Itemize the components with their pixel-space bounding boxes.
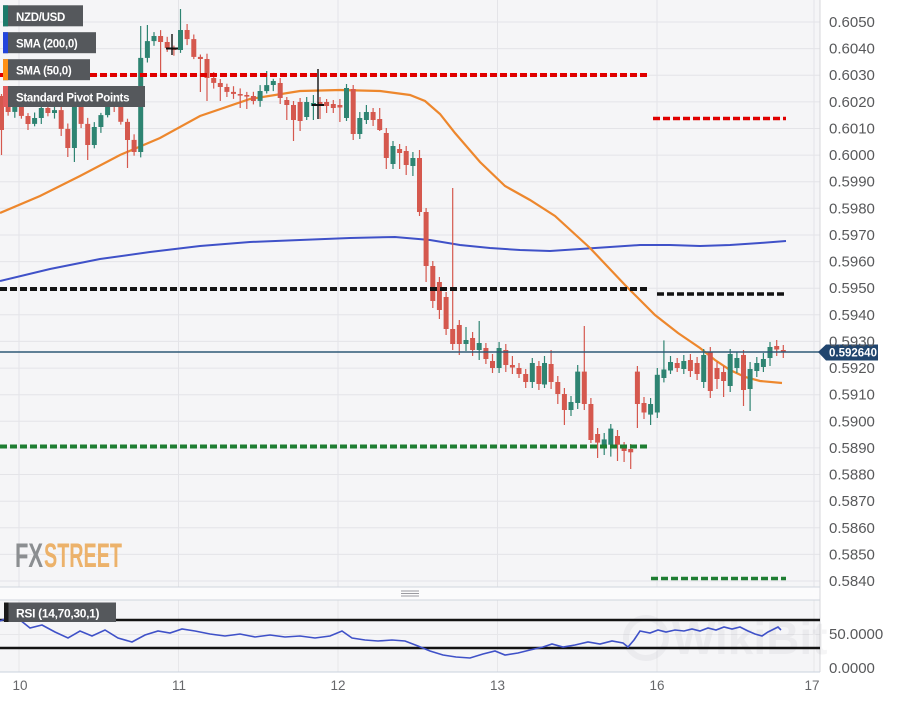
svg-text:0.5890: 0.5890 xyxy=(829,440,875,457)
svg-text:0.5870: 0.5870 xyxy=(829,493,875,510)
svg-text:0.5860: 0.5860 xyxy=(829,520,875,537)
svg-text:0.6020: 0.6020 xyxy=(829,94,875,111)
svg-text:0.5880: 0.5880 xyxy=(829,467,875,484)
svg-text:11: 11 xyxy=(172,678,186,693)
svg-text:0.6050: 0.6050 xyxy=(829,14,875,31)
svg-text:0.5960: 0.5960 xyxy=(829,254,875,271)
svg-text:0.6040: 0.6040 xyxy=(829,41,875,58)
svg-text:NZD/USD: NZD/USD xyxy=(16,12,65,24)
svg-text:SMA (50,0): SMA (50,0) xyxy=(16,66,72,78)
svg-text:0.5900: 0.5900 xyxy=(829,413,875,430)
svg-text:17: 17 xyxy=(804,678,819,693)
svg-text:SMA (200,0): SMA (200,0) xyxy=(16,39,78,51)
svg-text:0.5980: 0.5980 xyxy=(829,200,875,217)
svg-text:Standard Pivot Points: Standard Pivot Points xyxy=(16,92,129,104)
svg-text:0.6000: 0.6000 xyxy=(829,147,875,164)
svg-text:16: 16 xyxy=(649,678,664,693)
svg-text:0.5850: 0.5850 xyxy=(829,546,875,563)
svg-text:0.592640: 0.592640 xyxy=(829,348,877,360)
svg-text:50.0000: 50.0000 xyxy=(829,626,883,643)
svg-text:13: 13 xyxy=(490,678,505,693)
svg-text:0.5940: 0.5940 xyxy=(829,307,875,324)
svg-text:0.6030: 0.6030 xyxy=(829,67,875,84)
svg-text:0.5840: 0.5840 xyxy=(829,573,875,590)
svg-text:FX: FX xyxy=(15,537,43,575)
svg-text:10: 10 xyxy=(12,678,27,693)
svg-text:0.6010: 0.6010 xyxy=(829,121,875,138)
svg-text:0.5910: 0.5910 xyxy=(829,387,875,404)
svg-text:0.0000: 0.0000 xyxy=(829,660,875,677)
svg-text:0.5920: 0.5920 xyxy=(829,360,875,377)
svg-text:STREET: STREET xyxy=(44,537,122,575)
svg-text:0.5990: 0.5990 xyxy=(829,174,875,191)
svg-text:0.5930: 0.5930 xyxy=(829,333,875,350)
svg-text:12: 12 xyxy=(330,678,345,693)
svg-text:RSI (14,70,30,1): RSI (14,70,30,1) xyxy=(16,607,100,621)
svg-text:0.5950: 0.5950 xyxy=(829,280,875,297)
svg-text:0.5970: 0.5970 xyxy=(829,227,875,244)
